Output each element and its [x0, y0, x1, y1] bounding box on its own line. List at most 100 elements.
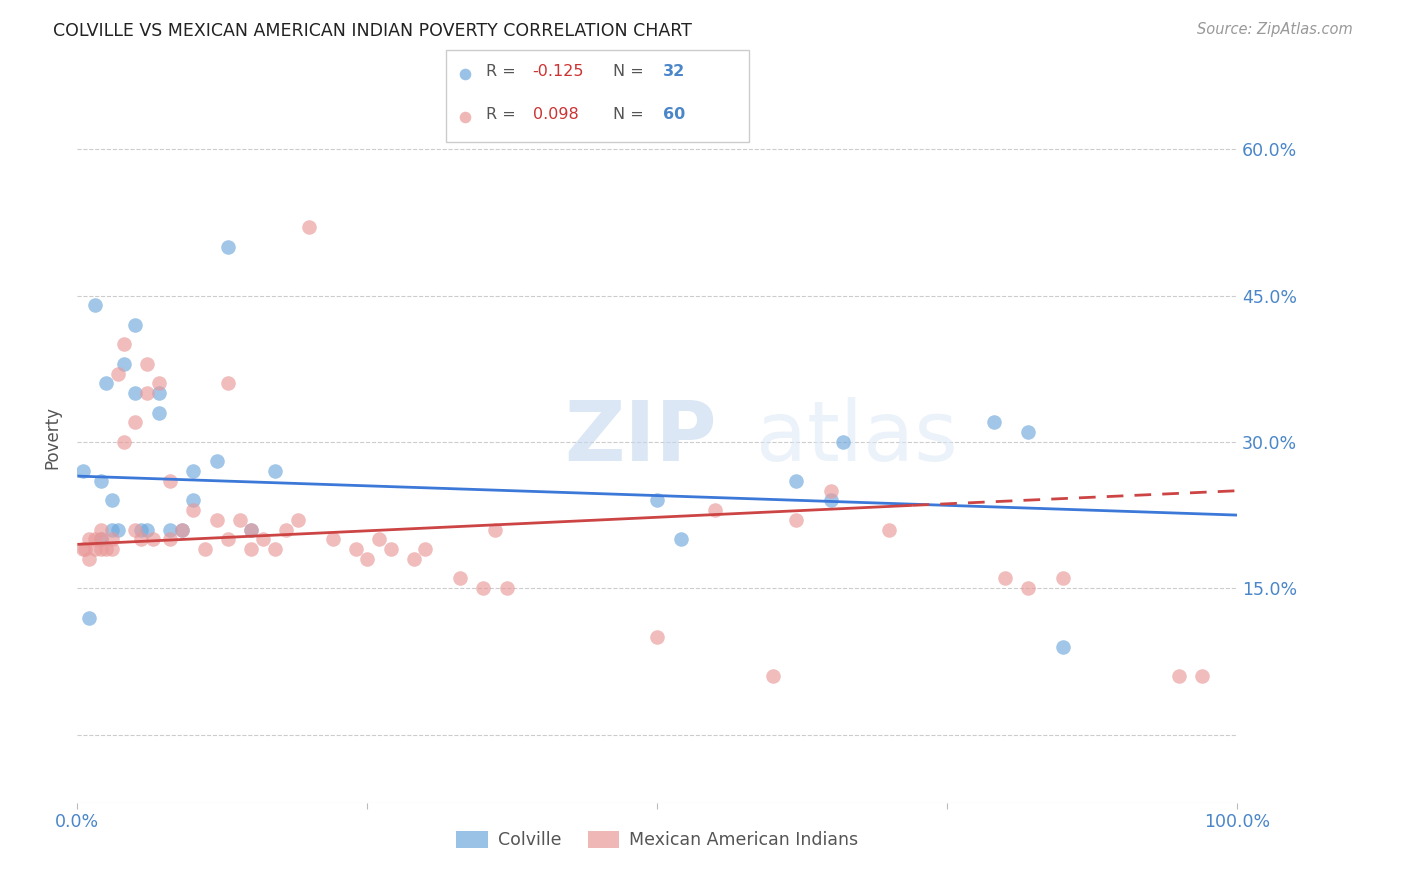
Point: [994, 572, 1017, 586]
Point: [205, 454, 228, 468]
Point: [1191, 669, 1213, 683]
Point: [124, 386, 146, 401]
Point: [90, 542, 111, 557]
Point: [159, 523, 181, 537]
Text: -0.125: -0.125: [533, 63, 583, 78]
Point: [112, 434, 135, 449]
Point: [287, 513, 309, 527]
Point: [472, 581, 495, 595]
Point: [124, 416, 146, 430]
Point: [101, 533, 124, 547]
Point: [183, 503, 205, 517]
Point: [217, 376, 239, 391]
Point: [135, 386, 157, 401]
Text: R =: R =: [486, 63, 522, 78]
Point: [449, 572, 471, 586]
Point: [321, 533, 344, 547]
Point: [484, 523, 506, 537]
Point: [77, 610, 100, 624]
Point: [90, 474, 111, 488]
Point: [252, 533, 274, 547]
Point: [669, 533, 692, 547]
Point: [77, 552, 100, 566]
Point: [83, 298, 105, 312]
Point: [142, 533, 165, 547]
Point: [205, 513, 228, 527]
Point: [83, 533, 105, 547]
Point: [1168, 669, 1191, 683]
Point: [159, 474, 181, 488]
Point: [107, 523, 129, 537]
Point: [368, 533, 391, 547]
Point: [413, 542, 436, 557]
Point: [647, 493, 669, 508]
Point: [877, 523, 901, 537]
Point: [170, 523, 193, 537]
Point: [77, 533, 100, 547]
FancyBboxPatch shape: [446, 50, 749, 142]
Point: [129, 533, 152, 547]
Point: [72, 542, 94, 557]
Point: [96, 542, 118, 557]
Text: 32: 32: [662, 63, 685, 78]
Point: [762, 669, 785, 683]
Point: [785, 474, 807, 488]
Point: [820, 493, 842, 508]
Point: [101, 493, 124, 508]
Text: COLVILLE VS MEXICAN AMERICAN INDIAN POVERTY CORRELATION CHART: COLVILLE VS MEXICAN AMERICAN INDIAN POVE…: [53, 22, 692, 40]
Point: [148, 406, 170, 420]
Point: [183, 493, 205, 508]
Point: [96, 376, 118, 391]
Point: [112, 337, 135, 351]
Point: [380, 542, 402, 557]
Point: [453, 67, 475, 81]
Point: [263, 542, 285, 557]
Point: [832, 434, 855, 449]
Point: [240, 523, 263, 537]
Point: [101, 542, 124, 557]
Point: [83, 542, 105, 557]
Point: [129, 523, 152, 537]
Point: [90, 533, 111, 547]
Point: [183, 464, 205, 478]
Point: [135, 523, 157, 537]
Point: [344, 542, 367, 557]
Point: [820, 483, 842, 498]
Text: 60: 60: [662, 107, 685, 121]
Point: [135, 357, 157, 371]
Point: [240, 542, 263, 557]
Point: [75, 542, 97, 557]
Point: [402, 552, 425, 566]
Point: [240, 523, 263, 537]
Point: [298, 220, 321, 235]
Y-axis label: Poverty: Poverty: [44, 406, 62, 468]
Point: [90, 533, 111, 547]
Point: [785, 513, 807, 527]
Text: ZIP: ZIP: [565, 397, 717, 477]
Point: [1018, 581, 1040, 595]
Point: [1052, 640, 1074, 654]
Point: [356, 552, 378, 566]
Point: [101, 523, 124, 537]
Text: atlas: atlas: [756, 397, 957, 477]
Point: [453, 111, 475, 125]
Point: [148, 386, 170, 401]
Point: [194, 542, 217, 557]
Point: [647, 630, 669, 644]
Legend: Colville, Mexican American Indians: Colville, Mexican American Indians: [450, 824, 865, 856]
Point: [217, 240, 239, 254]
Point: [124, 523, 146, 537]
Point: [90, 523, 111, 537]
Point: [72, 464, 94, 478]
Point: [983, 416, 1005, 430]
Text: N =: N =: [613, 63, 650, 78]
Point: [495, 581, 517, 595]
Text: Source: ZipAtlas.com: Source: ZipAtlas.com: [1197, 22, 1353, 37]
Point: [1052, 572, 1074, 586]
Point: [274, 523, 298, 537]
Point: [148, 376, 170, 391]
Point: [124, 318, 146, 332]
Point: [170, 523, 193, 537]
Point: [263, 464, 285, 478]
Point: [107, 367, 129, 381]
